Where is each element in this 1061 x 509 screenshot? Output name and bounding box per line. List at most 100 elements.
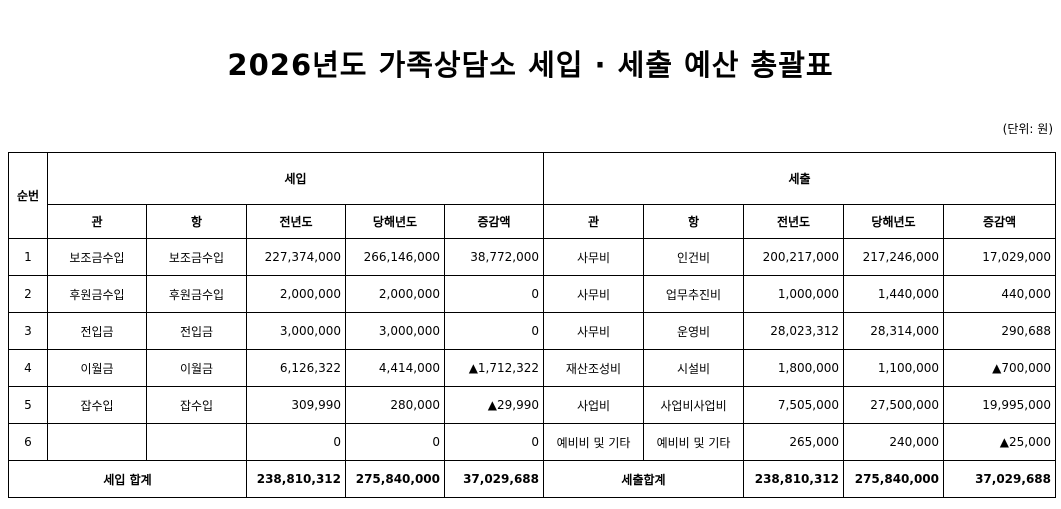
table-row: 5 잡수입 잡수입 309,990 280,000 ▲29,990 사업비 사업비사업비 7,5… <box>8 386 1056 424</box>
budget-table: 순번 세입 세출 관 항 전년도 당해년도 증감액 관 항 전년도 당해년도 증감액 1 보조금수입 보조금수… <box>8 152 1056 498</box>
cell: 2,000,000 <box>345 275 445 313</box>
total-cell: 37,029,688 <box>444 460 544 498</box>
cell: 5 <box>8 386 48 424</box>
cell: ▲1,712,322 <box>444 349 544 387</box>
cell: 사업비 <box>543 386 644 424</box>
cell: 4 <box>8 349 48 387</box>
cell: 0 <box>444 275 544 313</box>
cell: 2,000,000 <box>246 275 346 313</box>
cell: 0 <box>444 423 544 461</box>
header-cell: 전년도 <box>743 204 844 239</box>
cell: 217,246,000 <box>843 238 944 276</box>
cell: 38,772,000 <box>444 238 544 276</box>
cell: 이월금 <box>47 349 147 387</box>
header-cell: 전년도 <box>246 204 346 239</box>
cell: 재산조성비 <box>543 349 644 387</box>
cell: 이월금 <box>146 349 247 387</box>
cell: 227,374,000 <box>246 238 346 276</box>
cell: 7,505,000 <box>743 386 844 424</box>
cell: 후원금수입 <box>146 275 247 313</box>
cell: 3,000,000 <box>246 312 346 350</box>
table-row: 순번 세입 세출 <box>8 152 1056 239</box>
header-cell: 당해년도 <box>843 204 944 239</box>
total-cell: 238,810,312 <box>246 460 346 498</box>
cell: 예비비 및 기타 <box>643 423 744 461</box>
header-cell: 증감액 <box>444 204 544 239</box>
cell: 1,440,000 <box>843 275 944 313</box>
header-cell: 관 <box>543 204 644 239</box>
cell: 17,029,000 <box>943 238 1056 276</box>
header-cell: 관 <box>47 204 147 239</box>
cell: 200,217,000 <box>743 238 844 276</box>
cell: 보조금수입 <box>47 238 147 276</box>
cell: 사업비사업비 <box>643 386 744 424</box>
header-cell: 순번 <box>8 152 48 239</box>
cell: 1 <box>8 238 48 276</box>
header-cell: 항 <box>643 204 744 239</box>
total-label: 세출합계 <box>543 460 744 498</box>
cell: 6,126,322 <box>246 349 346 387</box>
cell: 인건비 <box>643 238 744 276</box>
table-row: 3 전입금 전입금 3,000,000 3,000,000 0 사무비 운영비 28,023,3… <box>8 312 1056 350</box>
cell: 시설비 <box>643 349 744 387</box>
cell: 보조금수입 <box>146 238 247 276</box>
cell: 27,500,000 <box>843 386 944 424</box>
table-row: 관 항 전년도 당해년도 증감액 관 항 전년도 당해년도 증감액 <box>9 204 1056 239</box>
cell: 4,414,000 <box>345 349 445 387</box>
header-cell: 당해년도 <box>345 204 445 239</box>
cell: ▲29,990 <box>444 386 544 424</box>
table-row: 1 보조금수입 보조금수입 227,374,000 266,146,000 38,772,… <box>8 238 1056 276</box>
cell: 440,000 <box>943 275 1056 313</box>
cell: 후원금수입 <box>47 275 147 313</box>
cell: 280,000 <box>345 386 445 424</box>
cell: 6 <box>8 423 48 461</box>
cell <box>47 423 147 461</box>
cell: 사무비 <box>543 238 644 276</box>
title: 2026년도 가족상담소 세입 · 세출 예산 총괄표 <box>227 48 834 82</box>
cell: 0 <box>444 312 544 350</box>
cell: 19,995,000 <box>943 386 1056 424</box>
cell: 240,000 <box>843 423 944 461</box>
cell: 잡수입 <box>146 386 247 424</box>
cell: 265,000 <box>743 423 844 461</box>
header-cell: 세입 <box>47 152 544 205</box>
cell: 309,990 <box>246 386 346 424</box>
cell: 전입금 <box>146 312 247 350</box>
cell: 3,000,000 <box>345 312 445 350</box>
cell: 3 <box>8 312 48 350</box>
table-row: 6 0 0 0 예비비 및 기타 예비비 및 기타 265,000 240,000 ▲25,00… <box>8 423 1056 461</box>
cell <box>146 423 247 461</box>
cell: 28,023,312 <box>743 312 844 350</box>
cell: 266,146,000 <box>345 238 445 276</box>
cell: 290,688 <box>943 312 1056 350</box>
cell: 1,100,000 <box>843 349 944 387</box>
cell: 사무비 <box>543 312 644 350</box>
cell: ▲700,000 <box>943 349 1056 387</box>
cell: 0 <box>345 423 445 461</box>
header-cell: 세출 <box>543 152 1056 205</box>
cell: 0 <box>246 423 346 461</box>
header-cell: 항 <box>146 204 247 239</box>
cell: 운영비 <box>643 312 744 350</box>
cell: 2 <box>8 275 48 313</box>
table-row: 세입 합계 238,810,312 275,840,000 37,029,688 세출합… <box>8 460 1056 498</box>
cell: 28,314,000 <box>843 312 944 350</box>
cell: ▲25,000 <box>943 423 1056 461</box>
table-row: 4 이월금 이월금 6,126,322 4,414,000 ▲1,712,322 재산조성비… <box>8 349 1056 387</box>
cell: 사무비 <box>543 275 644 313</box>
unit-note: (단위: 원) <box>1002 122 1053 136</box>
cell: 전입금 <box>47 312 147 350</box>
total-cell: 37,029,688 <box>943 460 1056 498</box>
total-cell: 275,840,000 <box>345 460 445 498</box>
cell: 잡수입 <box>47 386 147 424</box>
cell: 1,000,000 <box>743 275 844 313</box>
table-row: 2 후원금수입 후원금수입 2,000,000 2,000,000 0 사무비 업무추진비 1,… <box>8 275 1056 313</box>
total-cell: 238,810,312 <box>743 460 844 498</box>
total-cell: 275,840,000 <box>843 460 944 498</box>
cell: 업무추진비 <box>643 275 744 313</box>
total-label: 세입 합계 <box>8 460 247 498</box>
header-cell: 증감액 <box>943 204 1056 239</box>
cell: 예비비 및 기타 <box>543 423 644 461</box>
cell: 1,800,000 <box>743 349 844 387</box>
